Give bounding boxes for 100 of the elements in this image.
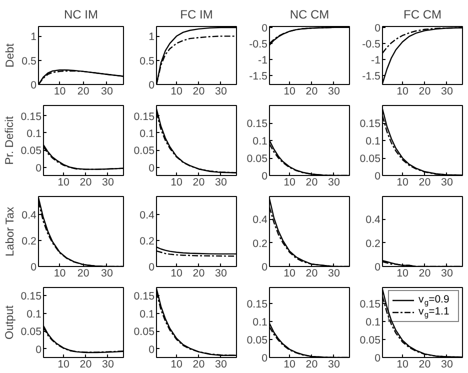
chart-title: FC CM	[404, 8, 442, 22]
x-tick-label: 10	[170, 358, 182, 370]
y-tick-label: 0.15	[246, 118, 268, 130]
y-tick-label: 0	[148, 262, 155, 274]
x-tick-label: 20	[80, 358, 92, 370]
chart-title: NC CM	[290, 8, 330, 22]
x-tick-label: 10	[284, 86, 296, 98]
x-tick-label: 10	[58, 358, 70, 370]
chart-title: FC IM	[180, 8, 213, 22]
y-tick-label: 0.1	[140, 308, 155, 320]
y-tick-label: 0.15	[20, 290, 42, 303]
y-tick-label: 0.1	[26, 308, 42, 320]
x-tick-label: 20	[306, 176, 318, 188]
y-tick-label: -1	[371, 54, 381, 67]
x-tick-label: 20	[306, 86, 318, 98]
y-tick-label: 0	[374, 22, 381, 34]
x-tick-label: 10	[284, 268, 296, 280]
x-tick-label: 10	[396, 86, 408, 98]
y-tick-label: 0.15	[134, 110, 155, 123]
x-tick-label: 30	[441, 358, 453, 370]
x-tick-label: 10	[170, 176, 182, 188]
y-tick-label: 0.2	[252, 238, 268, 250]
y-tick-label: 0	[262, 170, 268, 182]
y-tick-label: 0.05	[134, 145, 155, 158]
y-tick-label: -1.5	[249, 70, 268, 83]
y-tick-label: 0	[30, 80, 37, 92]
y-tick-label: 0.4	[366, 214, 381, 226]
x-tick-label: 30	[101, 86, 113, 98]
x-tick-label: 30	[215, 358, 227, 370]
y-tick-label: 0	[36, 162, 42, 174]
y-tick-label: -1.5	[362, 70, 381, 83]
x-tick-label: 10	[284, 358, 296, 370]
y-tick-label: -0.5	[362, 38, 381, 50]
y-axis-title: Labor Tax	[4, 206, 17, 256]
y-tick-label: 0.1	[252, 316, 268, 329]
x-tick-label: 30	[102, 358, 114, 370]
x-tick-label: 30	[441, 268, 453, 280]
x-tick-label: 10	[58, 176, 70, 188]
x-tick-label: 30	[101, 268, 113, 280]
x-tick-label: 10	[396, 358, 408, 370]
x-tick-label: 30	[441, 86, 453, 98]
y-tick-label: 0.15	[134, 290, 155, 303]
y-tick-label: 0.2	[140, 236, 155, 248]
x-tick-label: 30	[328, 358, 340, 370]
y-tick-label: 0.05	[20, 145, 42, 158]
y-tick-label: 0.05	[134, 326, 155, 338]
x-tick-label: 10	[284, 176, 296, 188]
y-tick-label: 0	[30, 262, 37, 274]
y-tick-label: 0.4	[252, 214, 268, 226]
x-tick-label: 30	[215, 176, 227, 188]
x-tick-label: 20	[418, 176, 431, 188]
x-tick-label: 20	[306, 358, 318, 370]
x-tick-label: 30	[328, 176, 340, 188]
x-tick-label: 30	[441, 176, 453, 188]
y-tick-label: 0.05	[360, 153, 381, 165]
x-tick-label: 10	[170, 268, 182, 280]
y-tick-label: 0.2	[22, 236, 37, 248]
y-tick-label: 0.05	[246, 334, 268, 347]
y-tick-label: 0.2	[366, 238, 381, 250]
x-tick-label: 10	[54, 268, 66, 280]
y-axis-title: Pr. Deficit	[4, 115, 16, 165]
x-tick-label: 20	[306, 268, 318, 280]
y-tick-label: 0	[374, 262, 381, 274]
y-tick-label: 1	[148, 31, 155, 44]
y-tick-label: 0.15	[20, 110, 42, 123]
y-tick-label: 0.5	[22, 55, 37, 68]
x-tick-label: 20	[80, 176, 92, 188]
y-tick-label: 0	[262, 22, 268, 34]
x-tick-label: 30	[102, 176, 114, 188]
y-tick-label: 0.15	[246, 298, 268, 311]
y-tick-label: 0.1	[366, 316, 381, 329]
y-tick-label: -1	[258, 54, 268, 67]
x-tick-label: 10	[170, 86, 182, 98]
x-tick-label: 30	[328, 86, 340, 98]
y-tick-label: 0.4	[140, 210, 155, 222]
y-tick-label: 0.1	[140, 128, 155, 140]
x-tick-label: 20	[77, 86, 90, 98]
y-tick-label: 0	[374, 352, 381, 364]
y-tick-label: 0	[148, 344, 155, 356]
x-tick-label: 20	[418, 358, 431, 370]
y-tick-label: 0	[36, 344, 42, 356]
x-tick-label: 20	[192, 176, 205, 188]
x-tick-label: 20	[192, 358, 205, 370]
x-tick-label: 20	[192, 268, 205, 280]
y-tick-label: 0.05	[360, 334, 381, 347]
x-tick-label: 20	[77, 268, 90, 280]
y-tick-label: 0.05	[20, 326, 42, 338]
x-tick-label: 10	[396, 176, 408, 188]
y-tick-label: -0.5	[249, 38, 268, 50]
y-axis-title: Output	[4, 304, 16, 340]
y-tick-label: 0.15	[360, 298, 381, 311]
y-tick-label: 0	[374, 170, 381, 182]
y-tick-label: 0	[148, 80, 155, 92]
y-tick-label: 0.15	[360, 118, 381, 130]
y-tick-label: 0.05	[246, 153, 268, 165]
chart-title: NC IM	[64, 8, 98, 22]
y-tick-label: 0	[262, 262, 268, 274]
x-tick-label: 20	[418, 86, 431, 98]
y-tick-label: 0.4	[22, 210, 37, 222]
y-tick-label: 0	[262, 352, 268, 364]
